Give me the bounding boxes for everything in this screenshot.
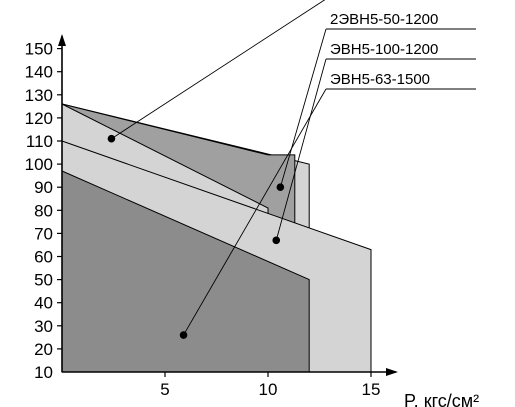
axes: 10 20 30 40 50 60 70 80 90 100 110 120 130 140 150 5 10 1…: [25, 34, 398, 399]
x-axis-label: P, кгс/см²: [404, 391, 479, 407]
series-marker-2: [276, 183, 285, 191]
y-tick-label: 50: [34, 271, 53, 290]
y-tick-label: 10: [34, 363, 53, 382]
legend: ЭВН5-100-10002ЭВН5-50-1200ЭВН5-100-1200Э…: [107, 0, 476, 339]
series-marker-1: [107, 134, 116, 143]
legend-label-2: 2ЭВН5-50-1200: [330, 11, 438, 28]
y-tick-label: 100: [25, 155, 53, 174]
y-tick-label: 30: [34, 317, 53, 336]
leader-line-4: [183, 88, 327, 336]
leader-line-2: [279, 28, 327, 188]
legend-label-3: ЭВН5-100-1200: [330, 41, 438, 58]
series-marker-4: [179, 331, 188, 339]
y-tick-label: 70: [34, 224, 53, 243]
series-areas: [61, 103, 372, 373]
y-tick-label: 80: [34, 201, 53, 220]
x-axis-arrow: [386, 368, 398, 376]
y-tick-label: 140: [25, 63, 53, 82]
leader-line-1: [111, 0, 326, 140]
y-tick-label: 110: [26, 132, 53, 151]
x-tick-label: 10: [259, 380, 278, 399]
y-tick-label: 150: [25, 40, 53, 59]
x-tick-label: 5: [160, 380, 169, 399]
legend-label-4: ЭВН5-63-1500: [330, 71, 430, 88]
y-tick-label: 130: [25, 86, 53, 105]
y-tick-label: 60: [34, 248, 53, 267]
y-axis-arrow: [58, 34, 66, 46]
y-tick-label: 90: [34, 178, 53, 197]
series-marker-3: [272, 236, 281, 245]
y-tick-label: 20: [34, 340, 53, 359]
leader-line-3: [275, 58, 327, 241]
x-tick-label: 15: [362, 380, 381, 399]
y-tick-label: 120: [25, 109, 53, 128]
y-tick-label: 40: [34, 294, 53, 313]
